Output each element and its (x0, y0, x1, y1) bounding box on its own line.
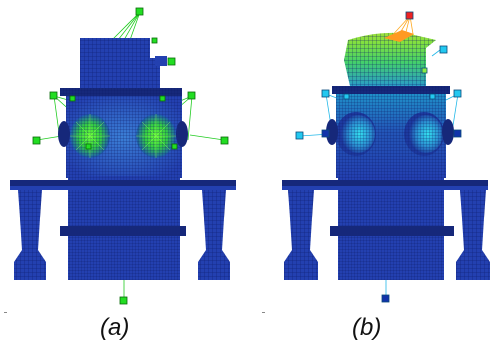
node-markers-a (32, 7, 229, 305)
caption-panel-b: (b) (352, 314, 382, 341)
node-markers-b (295, 11, 462, 303)
panel-b-model (282, 11, 490, 303)
panel-a-model (10, 7, 236, 305)
caption-panel-a: (a) (100, 314, 130, 341)
